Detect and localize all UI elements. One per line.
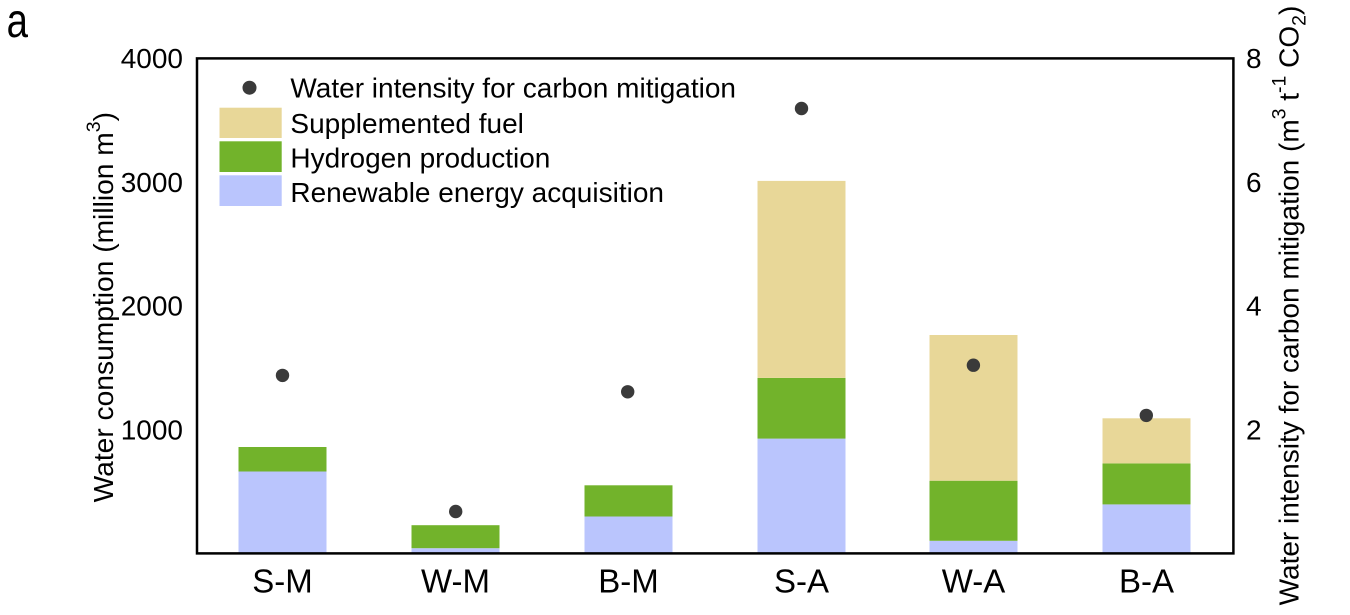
- svg-text:6: 6: [1246, 167, 1262, 198]
- svg-text:Renewable energy acquisition: Renewable energy acquisition: [290, 177, 664, 208]
- svg-text:1000: 1000: [121, 414, 183, 445]
- svg-text:S-A: S-A: [774, 563, 829, 600]
- svg-text:2000: 2000: [121, 291, 183, 322]
- svg-text:B-M: B-M: [598, 563, 659, 600]
- svg-text:a: a: [7, 0, 29, 48]
- svg-text:W-M: W-M: [421, 563, 490, 600]
- svg-text:S-M: S-M: [252, 563, 313, 600]
- svg-text:W-A: W-A: [942, 563, 1006, 600]
- svg-text:Water intensity for carbon mit: Water intensity for carbon mitigation: [290, 72, 736, 103]
- svg-text:Water consumption (million m3): Water consumption (million m3): [83, 112, 119, 502]
- svg-text:4000: 4000: [121, 43, 183, 74]
- svg-text:4: 4: [1246, 291, 1262, 322]
- svg-text:Water intensity for carbon mit: Water intensity for carbon mitigation (m…: [1269, 6, 1311, 606]
- svg-text:8: 8: [1246, 43, 1262, 74]
- svg-text:3000: 3000: [121, 167, 183, 198]
- svg-text:B-A: B-A: [1119, 563, 1174, 600]
- svg-text:Supplemented fuel: Supplemented fuel: [290, 108, 524, 139]
- svg-text:Hydrogen production: Hydrogen production: [290, 143, 550, 174]
- svg-text:2: 2: [1246, 414, 1262, 445]
